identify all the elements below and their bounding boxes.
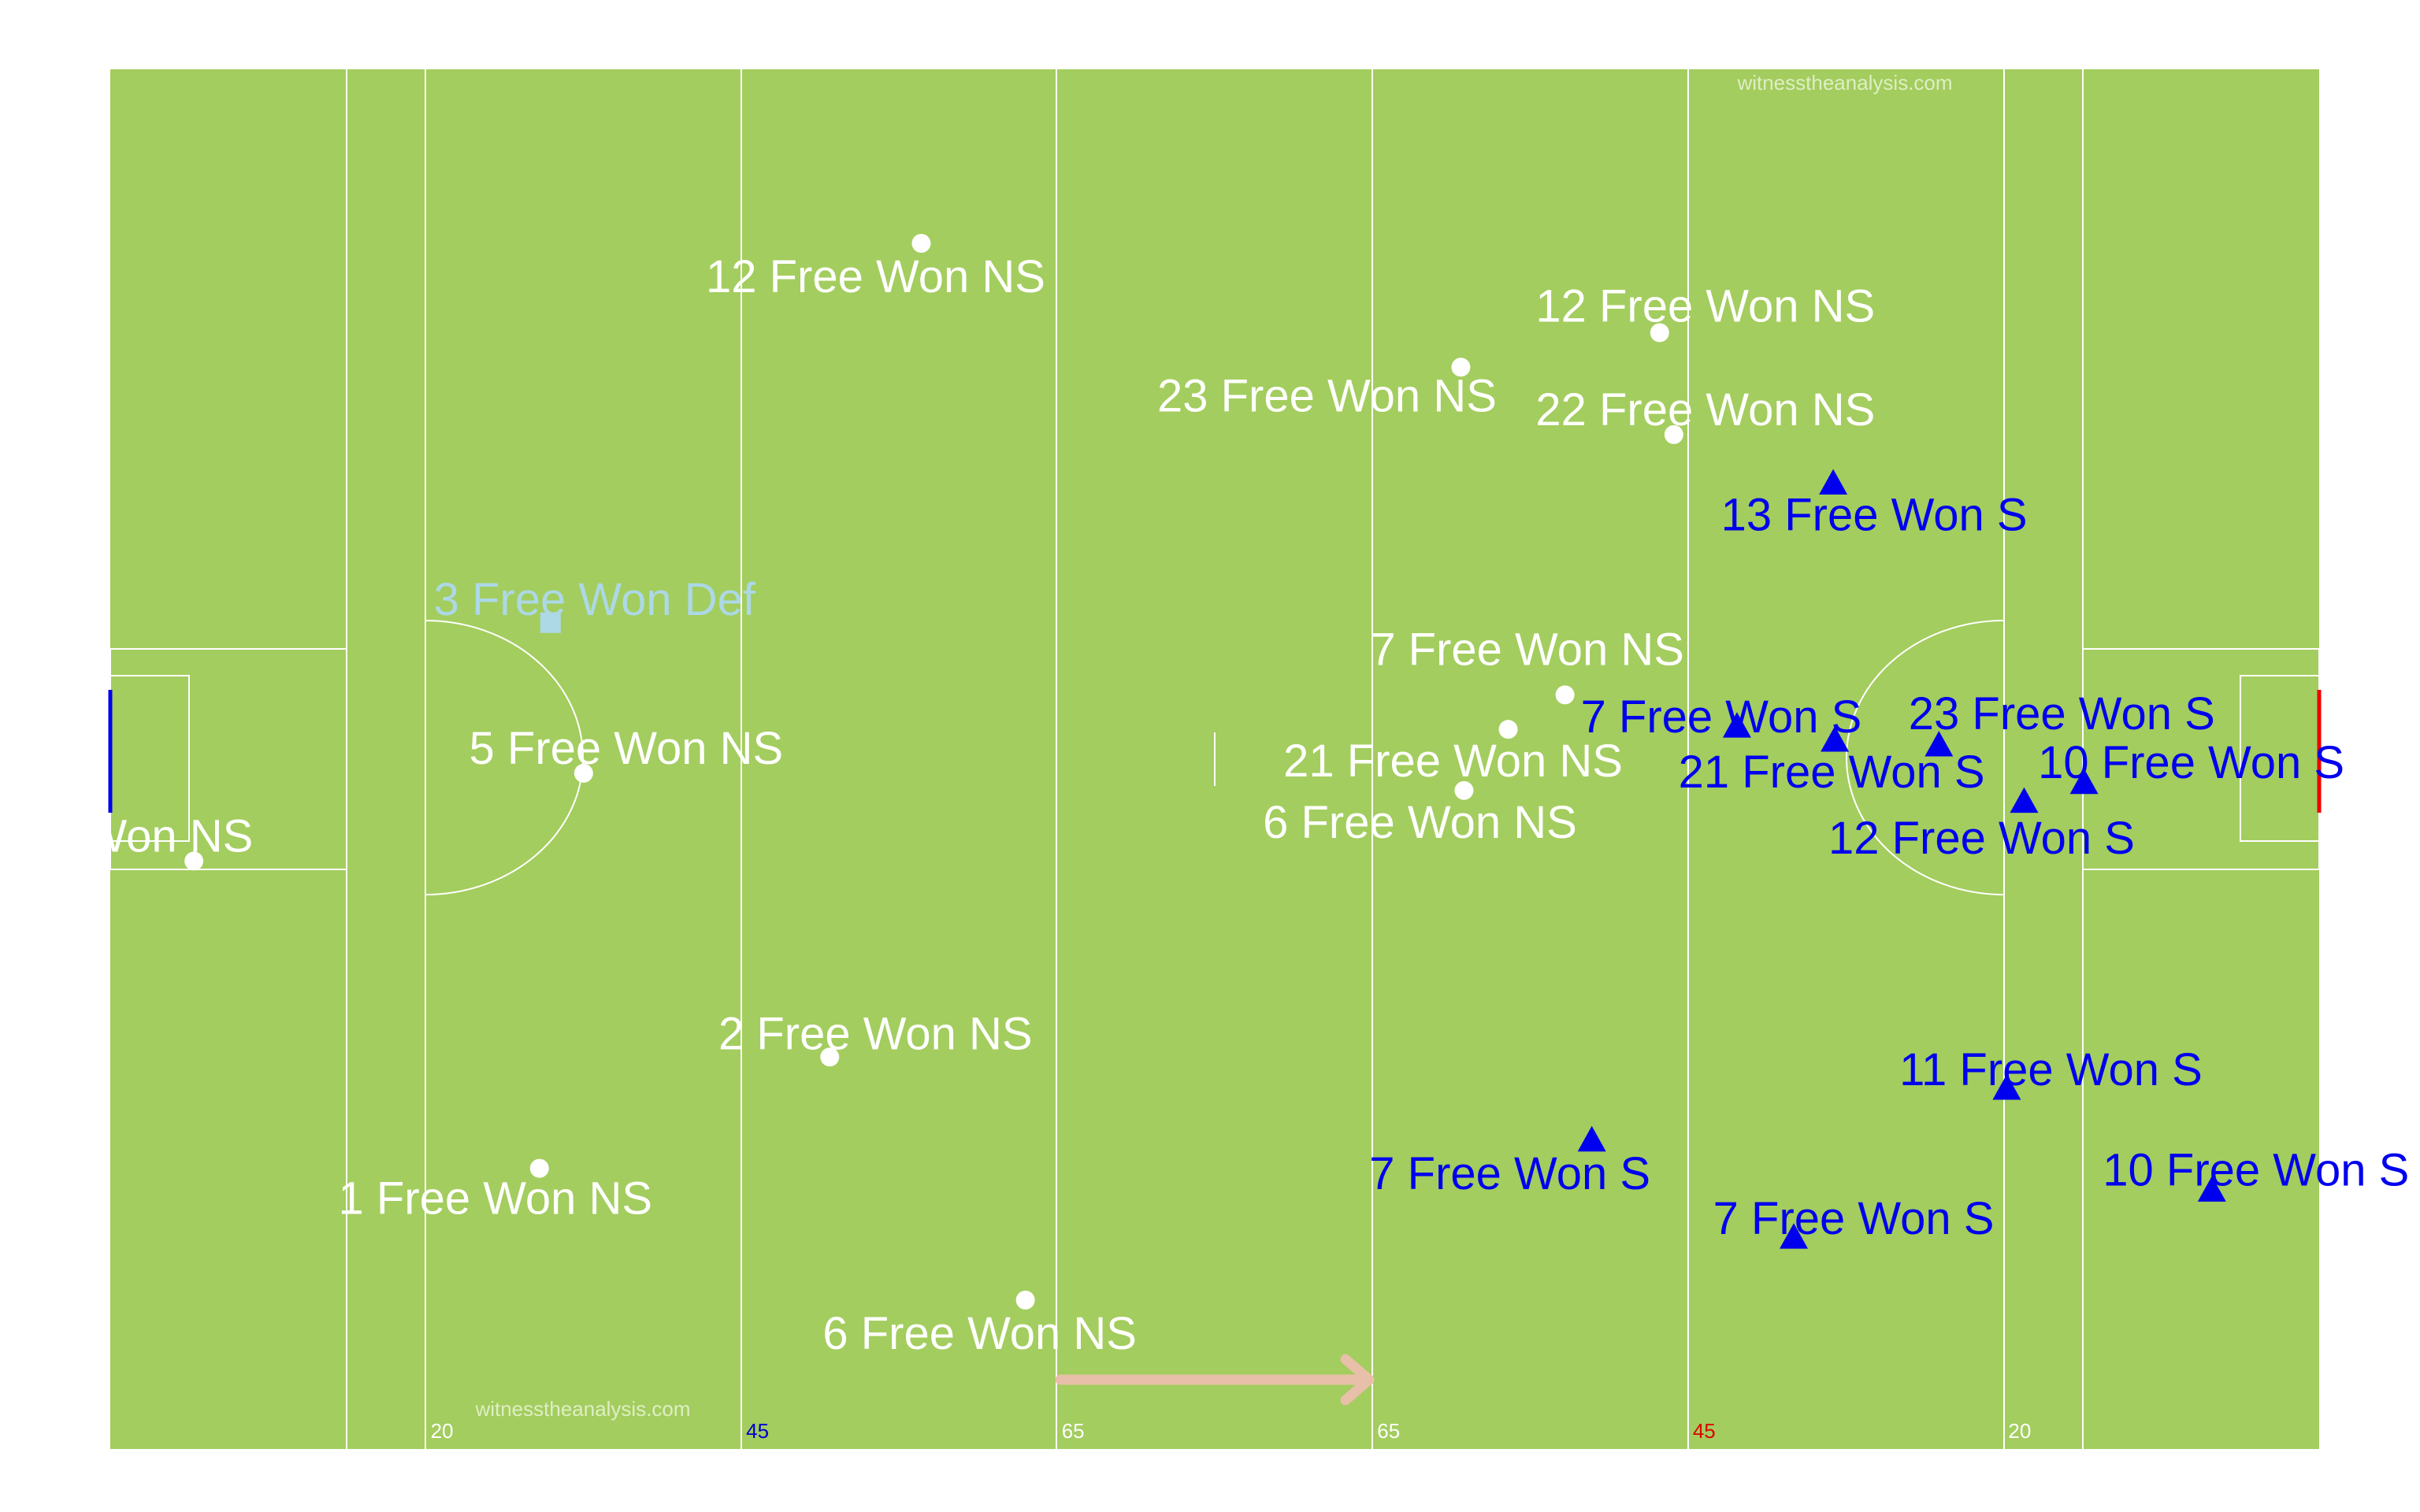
event-label: 2 Free Won NS	[718, 1008, 1033, 1059]
distance-marker-label: 45	[746, 1419, 769, 1443]
event-markers	[184, 233, 2226, 1310]
distance-marker-label: 65	[1062, 1419, 1085, 1443]
non-score-free-marker	[1015, 1290, 1035, 1310]
non-score-free-marker	[1454, 780, 1474, 800]
score-free-marker	[1924, 731, 1954, 757]
score-free-marker	[1780, 1223, 1809, 1249]
event-label: Free Won NS	[0, 810, 253, 862]
non-score-free-marker	[1555, 685, 1575, 705]
event-label: 22 Free Won NS	[1535, 384, 1875, 435]
distance-marker-label: 20	[2008, 1419, 2031, 1443]
score-free-marker	[1577, 1125, 1606, 1152]
event-label: 10 Free Won S	[2038, 737, 2344, 788]
non-score-free-marker	[911, 233, 931, 253]
distance-marker-label: 45	[1693, 1419, 1716, 1443]
direction-arrow	[1055, 1354, 1375, 1406]
event-label: 12 Free Won NS	[1535, 280, 1875, 332]
event-label: 1 Free Won NS	[338, 1173, 652, 1225]
score-free-marker	[2197, 1176, 2226, 1202]
non-score-free-marker	[1650, 323, 1669, 343]
event-label: 6 Free Won NS	[1263, 797, 1577, 848]
non-score-free-marker	[529, 1158, 549, 1178]
non-score-free-marker	[1451, 358, 1471, 377]
event-label: 13 Free Won S	[1721, 490, 2028, 541]
event-labels: 12 Free Won NS 12 Free Won NS 23 Free Won …	[0, 251, 2409, 1359]
event-label: 21 Free Won S	[1679, 747, 1985, 798]
event-label: 5 Free Won NS	[470, 723, 784, 774]
score-free-marker	[1821, 726, 1850, 752]
distance-marker-label: 65	[1377, 1419, 1400, 1443]
event-label: 6 Free Won NS	[822, 1308, 1137, 1359]
non-score-free-marker	[184, 851, 204, 871]
event-label: 10 Free Won S	[2103, 1145, 2409, 1196]
non-score-free-marker	[1498, 720, 1518, 739]
event-label: 23 Free Won NS	[1157, 370, 1497, 421]
distance-markers: 20 45 65 65 45 20	[431, 1419, 2032, 1443]
event-label: 12 Free Won NS	[706, 251, 1045, 302]
non-score-free-marker	[573, 763, 593, 783]
event-label: 7 Free Won S	[1713, 1193, 1995, 1244]
event-label: 11 Free Won S	[1899, 1044, 2203, 1095]
score-free-marker	[1819, 469, 1848, 495]
event-label: 12 Free Won S	[1828, 813, 2135, 864]
watermark-bottom: witnesstheanalysis.com	[474, 1397, 690, 1421]
score-free-marker	[2010, 787, 2039, 813]
event-label: 21 Free Won NS	[1283, 736, 1623, 787]
event-label: 23 Free Won S	[1909, 688, 2215, 739]
non-score-free-marker	[1664, 424, 1683, 444]
event-label: 7 Free Won NS	[1370, 624, 1684, 675]
event-label: 3 Free Won Def	[434, 574, 756, 625]
watermark-top: witnesstheanalysis.com	[1736, 71, 1952, 94]
event-label: 7 Free Won S	[1581, 691, 1862, 743]
distance-marker-label: 20	[431, 1419, 454, 1443]
non-score-free-marker	[820, 1047, 840, 1067]
event-label: 7 Free Won S	[1369, 1148, 1650, 1199]
score-free-marker	[1722, 712, 1751, 738]
score-free-marker	[2069, 768, 2099, 795]
score-free-marker	[1992, 1074, 2021, 1100]
defensive-free-marker	[540, 612, 561, 633]
semicircle-right	[1846, 620, 2005, 895]
semicircle-left	[425, 620, 584, 895]
